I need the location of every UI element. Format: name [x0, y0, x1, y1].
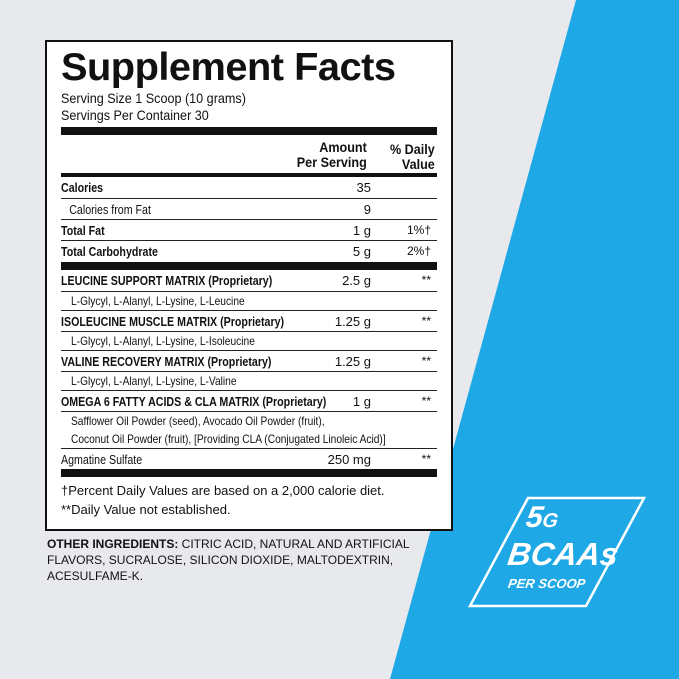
- nutrient-dv: **: [421, 273, 431, 287]
- nutrient-amount: 1 g: [352, 223, 371, 238]
- nutrient-dv: 1%†: [406, 223, 431, 237]
- nutrient-amount: 1 g: [352, 394, 371, 409]
- blend-ingredients-row: L-Glycyl, L-Alanyl, L-Lysine, L-Leucine: [61, 291, 437, 310]
- blend-row: ISOLEUCINE MUSCLE MATRIX (Proprietary) 1…: [61, 310, 437, 331]
- blend-row: OMEGA 6 FATTY ACIDS & CLA MATRIX (Propri…: [61, 390, 437, 411]
- badge-outline: [468, 496, 646, 608]
- nutrient-name: ISOLEUCINE MUSCLE MATRIX (Proprietary): [61, 314, 285, 329]
- nutrient-amount: 2.5 g: [342, 273, 371, 288]
- nutrient-name: Calories: [61, 180, 104, 195]
- badge-amount-unit: G: [540, 510, 560, 532]
- nutrient-dv: **: [421, 314, 431, 328]
- divider-thick: [61, 262, 437, 270]
- blend-ingredients: L-Glycyl, L-Alanyl, L-Lysine, L-Valine: [71, 374, 237, 388]
- other-ingredients-label: OTHER INGREDIENTS:: [47, 537, 179, 551]
- blend-ingredients: L-Glycyl, L-Alanyl, L-Lysine, L-Leucine: [71, 294, 245, 308]
- badge-per-scoop: PER SCOOP: [507, 576, 587, 591]
- nutrient-name: Calories from Fat: [69, 202, 151, 217]
- nutrient-name: Total Fat: [61, 223, 105, 238]
- nutrient-amount: 9: [363, 202, 371, 217]
- nutrient-amount: 35: [356, 180, 371, 195]
- nutrient-dv: **: [421, 452, 431, 466]
- nutrient-amount: 250 mg: [327, 452, 371, 467]
- footnote-dv: †Percent Daily Values are based on a 2,0…: [61, 483, 385, 498]
- divider: [61, 173, 437, 177]
- blend-row: LEUCINE SUPPORT MATRIX (Proprietary) 2.5…: [61, 270, 437, 291]
- badge-name: BCAAs: [505, 536, 621, 572]
- nutrient-dv: **: [421, 354, 431, 368]
- nutrient-row: Total Carbohydrate 5 g 2%†: [61, 240, 437, 261]
- serving-size: Serving Size 1 Scoop (10 grams): [61, 90, 246, 106]
- nutrient-row: Calories 35: [61, 177, 437, 198]
- divider-thick: [61, 469, 437, 477]
- panel-title: Supplement Facts: [61, 46, 396, 89]
- nutrient-amount: 5 g: [352, 244, 371, 259]
- nutrient-name: VALINE RECOVERY MATRIX (Proprietary): [61, 354, 272, 369]
- nutrient-name: Agmatine Sulfate: [61, 452, 143, 467]
- nutrient-row: Total Fat 1 g 1%†: [61, 219, 437, 240]
- nutrient-amount: 1.25 g: [334, 354, 371, 369]
- nutrient-name: OMEGA 6 FATTY ACIDS & CLA MATRIX (Propri…: [61, 394, 327, 409]
- bcaa-badge: 5G BCAAs PER SCOOP: [468, 496, 646, 608]
- footnotes: †Percent Daily Values are based on a 2,0…: [61, 477, 437, 519]
- other-ingredients: OTHER INGREDIENTS: CITRIC ACID, NATURAL …: [47, 536, 457, 584]
- divider-thick: [61, 127, 437, 135]
- nutrient-name: LEUCINE SUPPORT MATRIX (Proprietary): [61, 273, 273, 288]
- blend-ingredients: Safflower Oil Powder (seed), Avocado Oil…: [71, 414, 386, 446]
- amount-header: Amount Per Serving: [296, 139, 367, 170]
- other-ingredients-text: CITRIC ACID, NATURAL AND ARTIFICIAL FLAV…: [47, 537, 410, 583]
- badge-amount: 5G: [524, 501, 561, 537]
- supplement-facts-panel: Supplement Facts Serving Size 1 Scoop (1…: [45, 40, 453, 531]
- blend-ingredients-row: L-Glycyl, L-Alanyl, L-Lysine, L-Isoleuci…: [61, 331, 437, 350]
- nutrient-dv: **: [421, 394, 431, 408]
- column-header: Amount Per Serving % Daily Value: [61, 137, 437, 173]
- servings-per-container: Servings Per Container 30: [61, 107, 209, 123]
- blend-ingredients: L-Glycyl, L-Alanyl, L-Lysine, L-Isoleuci…: [71, 334, 255, 348]
- nutrient-name: Total Carbohydrate: [61, 244, 158, 259]
- blend-ingredients-row: L-Glycyl, L-Alanyl, L-Lysine, L-Valine: [61, 371, 437, 390]
- blend-ingredients-row: Safflower Oil Powder (seed), Avocado Oil…: [61, 411, 437, 448]
- nutrient-row: Calories from Fat 9: [61, 198, 437, 219]
- nutrient-dv: 2%†: [406, 244, 431, 258]
- nutrient-amount: 1.25 g: [334, 314, 371, 329]
- footnote-not-established: **Daily Value not established.: [61, 502, 231, 517]
- nutrient-row-agmatine: Agmatine Sulfate 250 mg **: [61, 448, 437, 469]
- daily-value-header: % Daily Value: [390, 141, 435, 172]
- blend-row: VALINE RECOVERY MATRIX (Proprietary) 1.2…: [61, 350, 437, 371]
